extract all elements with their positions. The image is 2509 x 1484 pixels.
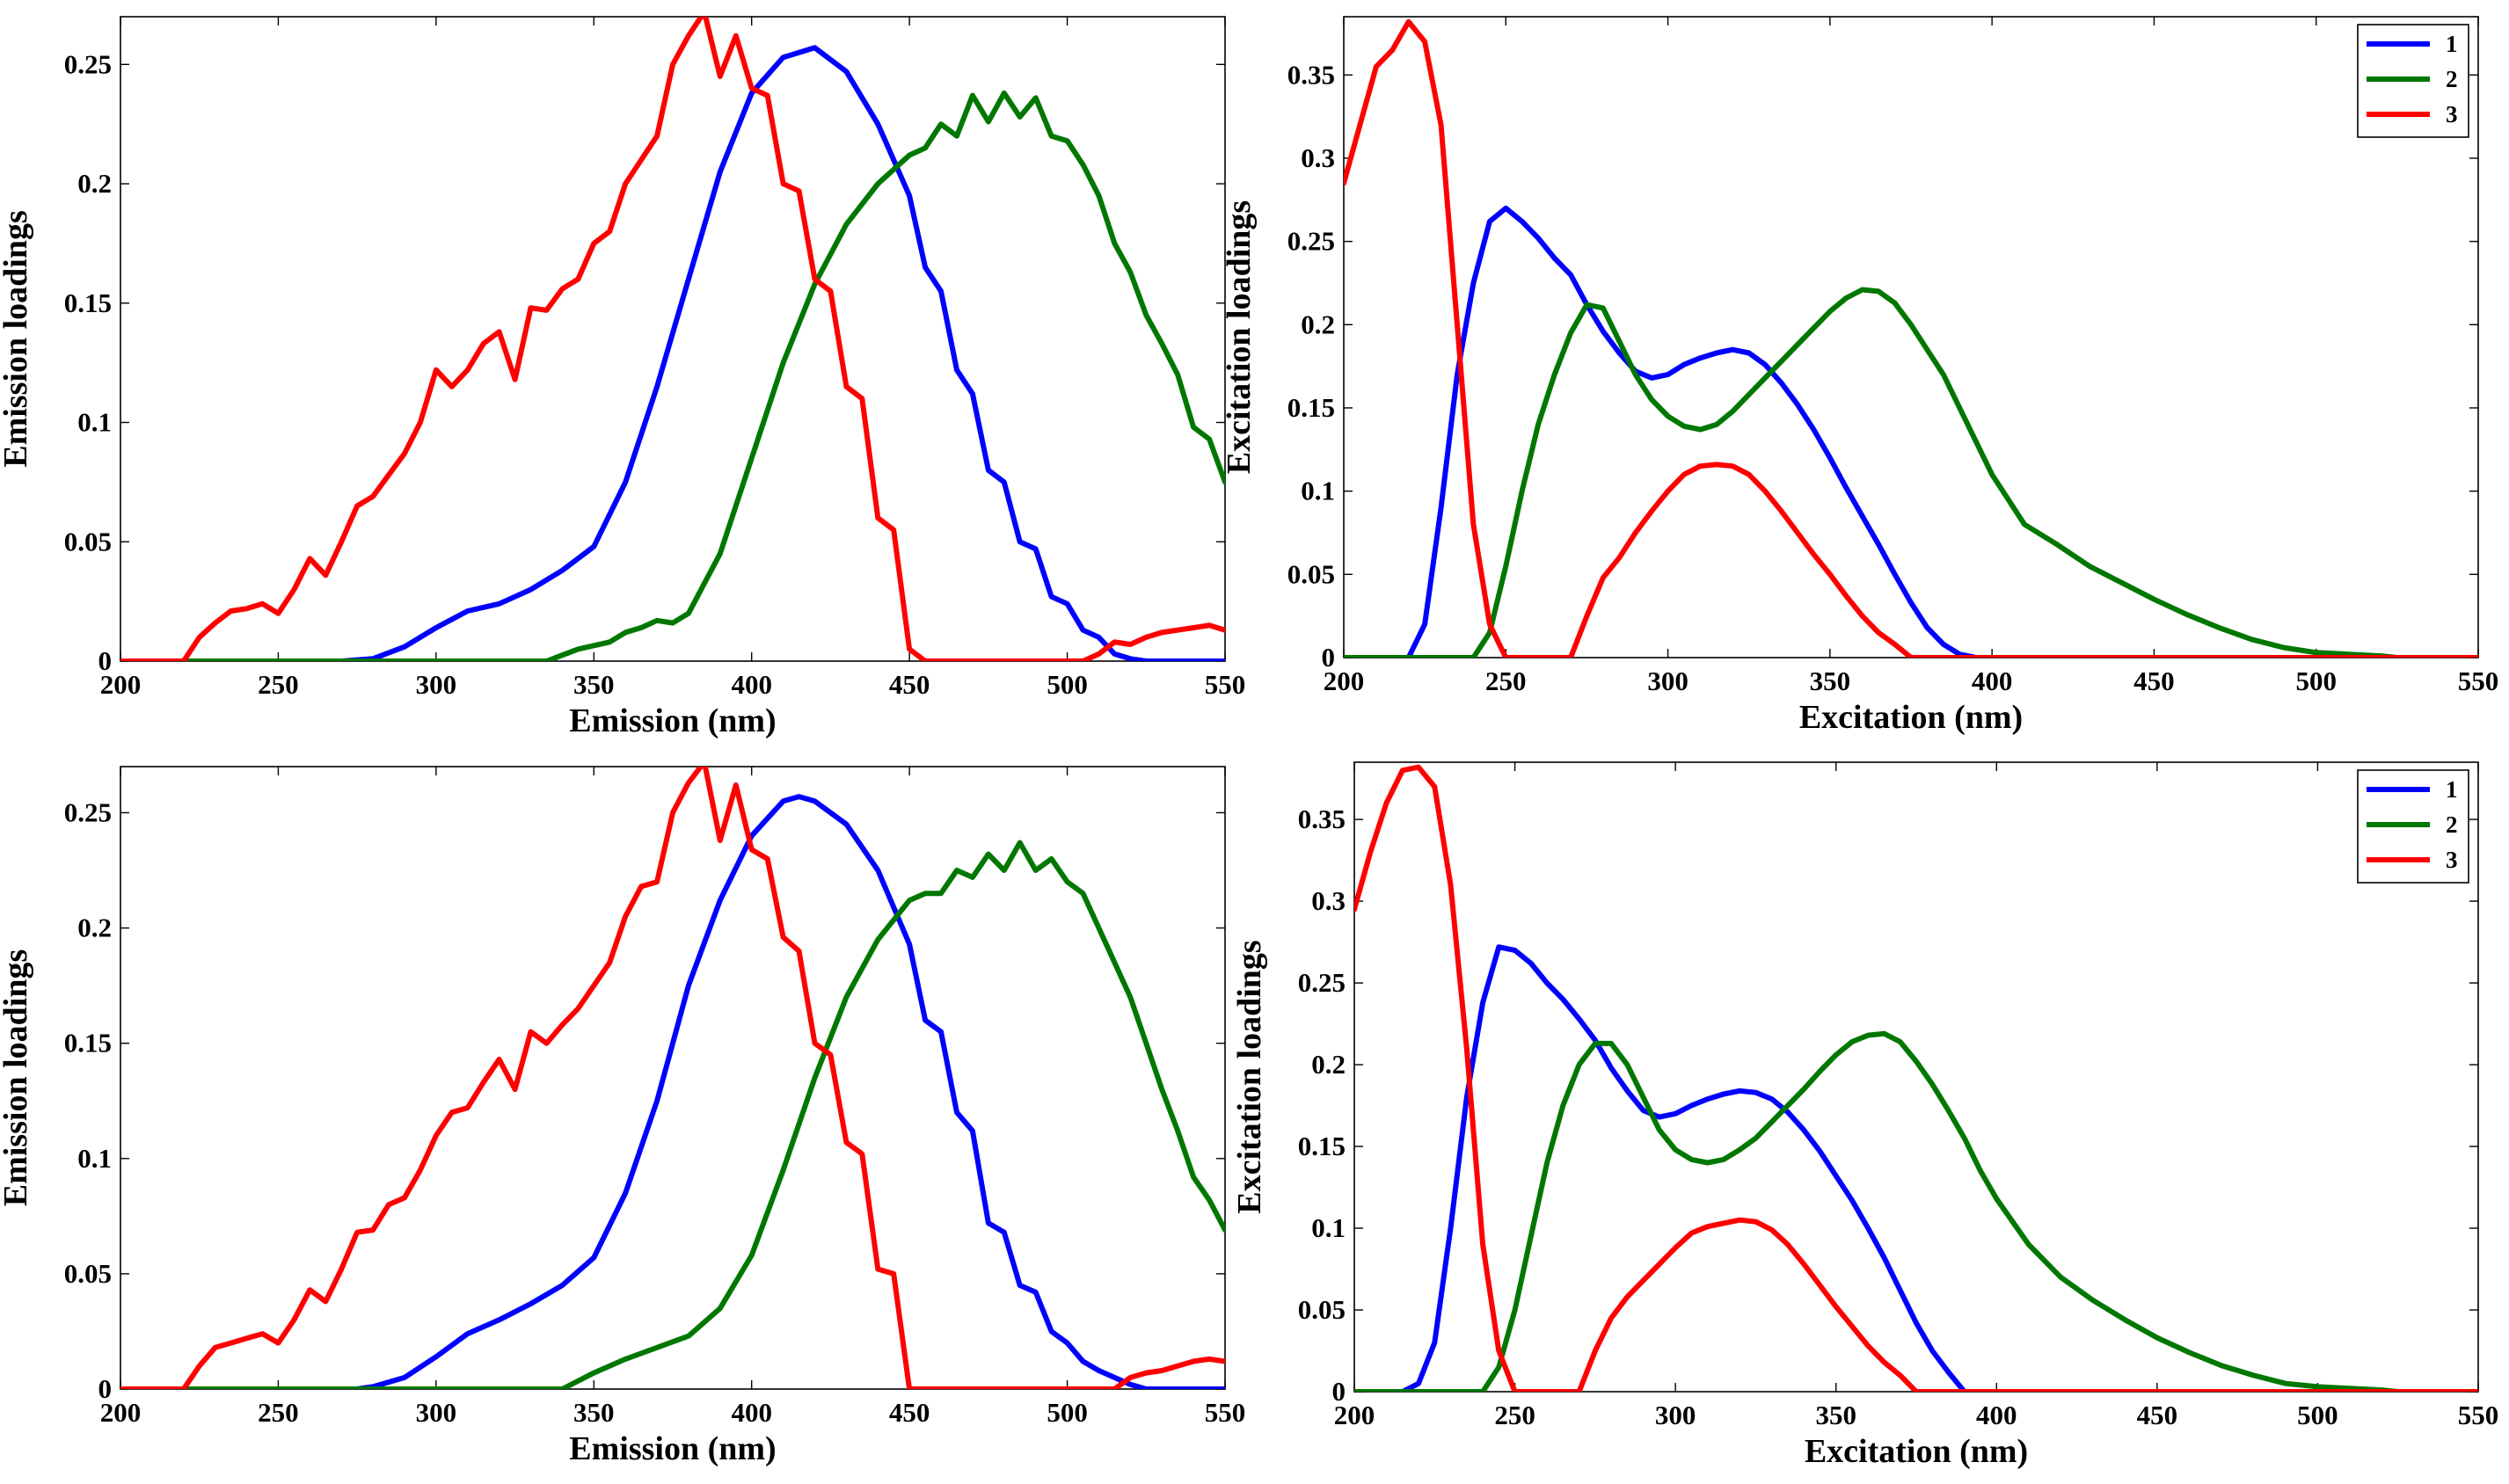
y-tick-label: 0.35 [1298,804,1346,834]
chart-panel-bottom-right: 200 250 300 350 400 450 500 550 0 0.05 0.1 0.15 0.2 0… [1231,761,2499,1470]
plot-frame [120,16,1226,662]
x-tick-label: 250 [258,1397,299,1428]
x-tick-label: 200 [1334,1400,1375,1430]
x-tick-label: 450 [889,1397,930,1428]
x-tick-label: 450 [889,669,930,700]
y-tick-label: 0.15 [64,287,112,318]
chart-panel-top-left: 200 250 300 350 400 450 500 550 0 0.05 0.1 0.15 0.2 0… [0,16,1246,739]
series-line-2 [1344,287,2478,658]
y-tick-label: 0.3 [1311,885,1346,916]
x-tick-label: 500 [1047,669,1088,700]
y-axis-label: Excitation loadings [1221,200,1258,474]
x-tick-label: 550 [1205,1397,1246,1428]
y-tick-label: 0.2 [1301,309,1335,339]
x-tick-label: 350 [1810,666,1851,696]
y-tick-label: 0.15 [64,1028,112,1058]
y-tick-label: 0 [98,645,113,676]
y-tick-label: 0 [1322,642,1336,673]
plot-frame [1353,761,2479,1393]
x-tick-label: 300 [1647,666,1688,696]
x-tick-label: 200 [1324,666,1365,696]
legend-label-3: 3 [2446,101,2458,127]
x-tick-label: 300 [416,1397,457,1428]
series-line-3 [1344,18,2478,658]
series-line-3 [1354,764,2478,1392]
x-tick-label: 300 [416,669,457,700]
x-tick-label: 350 [573,669,615,700]
y-tick-label: 0.15 [1298,1131,1346,1161]
plot-frame [120,766,1226,1390]
legend: 1 2 3 [2357,769,2469,884]
y-tick-label: 0.25 [1287,226,1335,257]
y-tick-label: 0.05 [64,526,112,556]
series-line-2 [120,90,1225,661]
series-line-1 [120,794,1225,1389]
y-tick-label: 0.2 [77,168,112,199]
series-line-2 [120,840,1225,1389]
legend: 1 2 3 [2357,24,2469,138]
series-line-1 [1354,944,2478,1392]
x-axis-label: Excitation (nm) [1799,699,2023,736]
y-tick-label: 0.05 [64,1258,112,1289]
series-line-3 [120,767,1225,1389]
x-tick-label: 500 [1047,1397,1088,1428]
y-axis-label: Emission loadings [0,949,34,1207]
y-tick-label: 0.3 [1301,142,1335,173]
x-tick-label: 400 [731,1397,772,1428]
x-tick-label: 500 [2297,1400,2338,1430]
x-axis-label: Emission (nm) [569,702,776,739]
x-tick-label: 350 [573,1397,615,1428]
y-tick-label: 0.15 [1287,392,1335,423]
plot-frame [1343,16,2479,658]
y-tick-label: 0 [1332,1376,1346,1407]
y-tick-label: 0.2 [77,913,112,943]
x-tick-label: 350 [1815,1400,1856,1430]
x-tick-label: 250 [1494,1400,1535,1430]
x-tick-label: 550 [2458,1400,2499,1430]
legend-label-1: 1 [2446,31,2458,57]
y-tick-label: 0 [98,1373,113,1404]
y-tick-label: 0.05 [1287,558,1335,589]
y-tick-label: 0.25 [1298,967,1346,998]
y-tick-label: 0.25 [64,797,112,827]
series-line-1 [1344,205,2478,658]
series-line-2 [1354,1030,2478,1392]
x-tick-label: 200 [100,669,142,700]
x-tick-label: 400 [731,669,772,700]
y-tick-label: 0.1 [1311,1212,1346,1243]
y-tick-label: 0.1 [77,407,112,438]
x-tick-label: 550 [2458,666,2499,696]
x-tick-label: 550 [1205,669,1246,700]
x-axis-label: Emission (nm) [569,1430,776,1467]
x-axis-label: Excitation (nm) [1805,1433,2028,1470]
x-tick-label: 400 [1972,666,2013,696]
x-tick-label: 450 [2133,666,2175,696]
x-tick-label: 400 [1976,1400,2017,1430]
series-line-1 [120,45,1225,661]
y-tick-label: 0.35 [1287,59,1335,90]
x-tick-label: 200 [100,1397,142,1428]
x-tick-label: 500 [2295,666,2337,696]
x-tick-label: 250 [258,669,299,700]
y-tick-label: 0.25 [64,48,112,79]
legend-label-2: 2 [2446,66,2458,92]
legend-label-1: 1 [2446,776,2458,803]
y-tick-label: 0.05 [1298,1294,1346,1325]
series-line-3 [120,17,1225,661]
legend-label-2: 2 [2446,811,2458,838]
x-tick-label: 300 [1655,1400,1696,1430]
y-axis-label: Excitation loadings [1231,940,1268,1213]
x-tick-label: 250 [1485,666,1527,696]
y-tick-label: 0.1 [1301,476,1335,506]
y-axis-label: Emission loadings [0,210,34,468]
x-tick-label: 450 [2137,1400,2178,1430]
y-tick-label: 0.2 [1311,1049,1346,1080]
chart-panel-bottom-left: 200 250 300 350 400 450 500 550 0 0.05 0.1 0.15 0.2 0… [0,766,1246,1467]
chart-panel-top-right: 200 250 300 350 400 450 500 550 0 0.05 0.1 0.15 0.2 0… [1221,16,2499,736]
y-tick-label: 0.1 [77,1143,112,1174]
legend-label-3: 3 [2446,847,2458,873]
